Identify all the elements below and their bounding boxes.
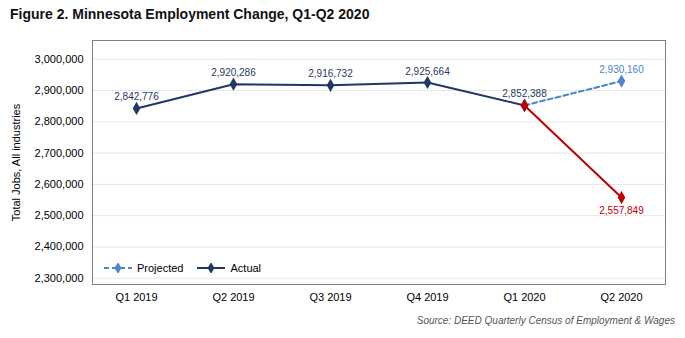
svg-text:3,000,000: 3,000,000: [35, 53, 84, 65]
svg-text:Q1 2020: Q1 2020: [503, 291, 545, 303]
html-text:Actual: Actual: [230, 262, 262, 274]
svg-text:2,916,732: 2,916,732: [308, 68, 353, 79]
svg-text:Q4 2019: Q4 2019: [406, 291, 448, 303]
svg-text:Q2 2019: Q2 2019: [212, 291, 254, 303]
html-text:Figure 2. Minnesota Employment: Figure 2. Minnesota Employment Change, Q…: [10, 6, 370, 22]
html-text:Source: DEED Quarterly Census: Source: DEED Quarterly Census of Employm…: [416, 315, 675, 326]
svg-text:Total Jobs, All industries: Total Jobs, All industries: [10, 103, 22, 221]
svg-text:2,900,000: 2,900,000: [35, 84, 84, 96]
svg-text:2,500,000: 2,500,000: [35, 209, 84, 221]
svg-text:2,930,160: 2,930,160: [599, 64, 644, 75]
html-text:Projected: Projected: [137, 262, 184, 274]
svg-text:2,852,388: 2,852,388: [502, 88, 547, 99]
svg-text:2,920,286: 2,920,286: [211, 67, 256, 78]
svg-text:2,800,000: 2,800,000: [35, 115, 84, 127]
svg-text:2,925,664: 2,925,664: [405, 66, 450, 77]
svg-text:2,300,000: 2,300,000: [35, 272, 84, 284]
svg-text:2,400,000: 2,400,000: [35, 240, 84, 252]
svg-text:2,600,000: 2,600,000: [35, 178, 84, 190]
svg-text:Q3 2019: Q3 2019: [309, 291, 351, 303]
svg-text:2,700,000: 2,700,000: [35, 147, 84, 159]
svg-text:2,557,849: 2,557,849: [599, 205, 644, 216]
svg-text:2,842,776: 2,842,776: [114, 91, 159, 102]
svg-text:Q2 2020: Q2 2020: [600, 291, 642, 303]
svg-text:Q1 2019: Q1 2019: [115, 291, 157, 303]
